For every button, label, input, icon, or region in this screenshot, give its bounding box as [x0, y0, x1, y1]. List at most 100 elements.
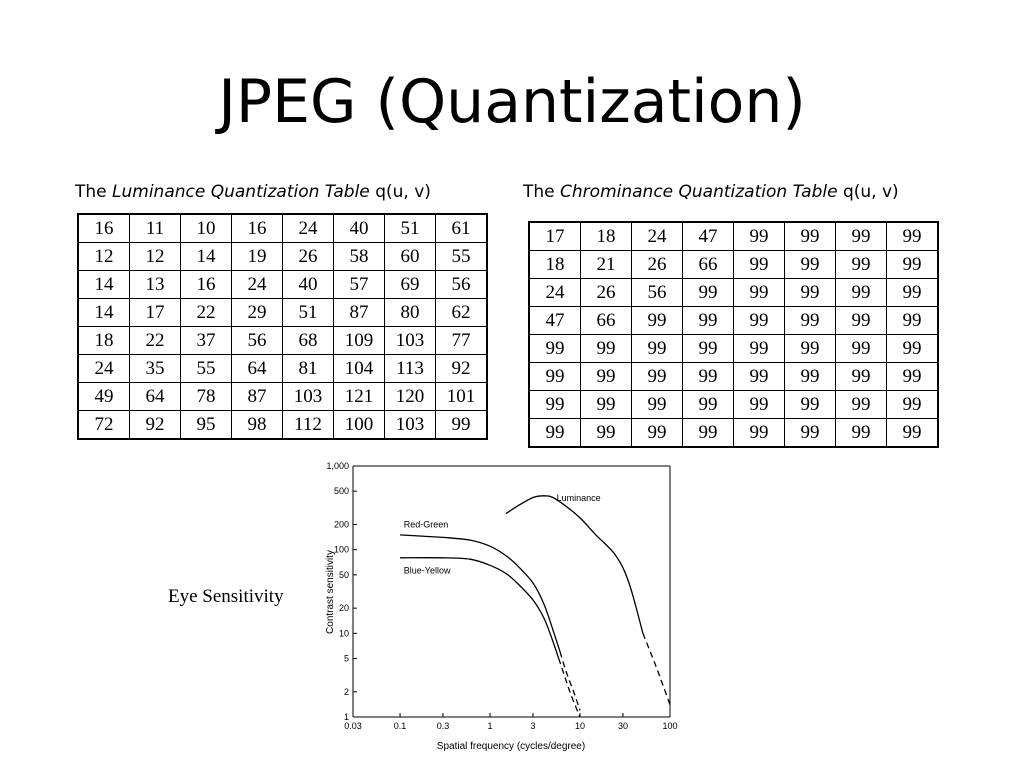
x-tick-label: 10: [575, 721, 585, 731]
luminance-table-caption: The Luminance Quantization Table q(u, v): [75, 182, 431, 202]
chrominance-table-row: 99 99 99 99 99 99 99 99: [528, 334, 939, 363]
slide-title: JPEG (Quantization): [218, 67, 806, 137]
luminance-table-cell: 19: [231, 242, 283, 271]
luminance-table-cell: 49: [77, 382, 130, 411]
luminance-table-cell: 99: [435, 410, 488, 440]
series-luminance-line: [505, 495, 644, 634]
luminance-table-cell: 18: [77, 326, 130, 355]
luminance-caption-prefix: The: [75, 182, 107, 202]
chrominance-table-cell: 99: [580, 334, 632, 363]
chrominance-table-cell: 18: [580, 221, 632, 251]
chrominance-table-cell: 99: [784, 334, 836, 363]
series-red-green-label: Red-Green: [404, 519, 449, 529]
luminance-table-cell: 29: [231, 298, 283, 327]
chrominance-table-cell: 99: [784, 390, 836, 419]
y-axis-label: Contrast sensitivity: [325, 550, 336, 634]
chrominance-caption-name: Chrominance Quantization Table: [560, 182, 838, 202]
luminance-table-cell: 40: [282, 270, 334, 299]
chrominance-table-cell: 99: [835, 221, 887, 251]
luminance-table-cell: 92: [435, 354, 488, 383]
chrominance-table-cell: 99: [580, 362, 632, 391]
luminance-table-row: 49 64 78 87 103 121 120 101: [77, 382, 488, 411]
luminance-table-cell: 35: [129, 354, 181, 383]
luminance-table-cell: 56: [435, 270, 488, 299]
chrominance-table-cell: 56: [631, 278, 683, 307]
luminance-table-cell: 57: [333, 270, 385, 299]
luminance-table-cell: 100: [333, 410, 385, 440]
series-luminance-dashed-extension: [642, 633, 671, 706]
luminance-table-cell: 61: [435, 213, 488, 243]
chrominance-table-cell: 26: [580, 278, 632, 307]
chrominance-table-row: 47 66 99 99 99 99 99 99: [528, 306, 939, 335]
chrominance-table-cell: 99: [784, 221, 836, 251]
luminance-table-row: 18 22 37 56 68 109 103 77: [77, 326, 488, 355]
chrominance-table-cell: 99: [835, 362, 887, 391]
chrominance-table-cell: 99: [784, 306, 836, 335]
luminance-table-cell: 121: [333, 382, 385, 411]
luminance-table-row: 14 17 22 29 51 87 80 62: [77, 298, 488, 327]
chrominance-table-row: 18 21 26 66 99 99 99 99: [528, 250, 939, 279]
luminance-table-cell: 10: [180, 213, 232, 243]
luminance-table-cell: 12: [77, 242, 130, 271]
y-tick-label: 5: [344, 654, 349, 664]
luminance-table-cell: 92: [129, 410, 181, 440]
luminance-table-cell: 62: [435, 298, 488, 327]
chrominance-table-cell: 99: [733, 250, 785, 279]
chrominance-table-cell: 99: [784, 418, 836, 448]
chrominance-table-cell: 99: [886, 362, 939, 391]
luminance-table-cell: 51: [282, 298, 334, 327]
chrominance-table-cell: 99: [886, 278, 939, 307]
chrominance-table-cell: 24: [631, 221, 683, 251]
chrominance-table-row: 99 99 99 99 99 99 99 99: [528, 390, 939, 419]
luminance-table-cell: 37: [180, 326, 232, 355]
chrominance-table-cell: 99: [886, 418, 939, 448]
series-luminance-label: Luminance: [557, 493, 601, 503]
chrominance-table-cell: 99: [733, 362, 785, 391]
luminance-table-cell: 58: [333, 242, 385, 271]
luminance-table-cell: 16: [77, 213, 130, 243]
chrominance-table-cell: 99: [682, 306, 734, 335]
chrominance-table-cell: 99: [835, 250, 887, 279]
luminance-table-cell: 80: [384, 298, 436, 327]
chrominance-table-cell: 99: [580, 418, 632, 448]
chrominance-table-cell: 99: [835, 390, 887, 419]
series-blue-yellow-label: Blue-Yellow: [404, 565, 451, 575]
chrominance-table-cell: 99: [528, 362, 581, 391]
chrominance-table-row: 99 99 99 99 99 99 99 99: [528, 418, 939, 448]
x-tick-label: 0.3: [437, 721, 450, 731]
chrominance-table-cell: 99: [631, 390, 683, 419]
chrominance-table-cell: 99: [631, 334, 683, 363]
chrominance-table-cell: 99: [631, 418, 683, 448]
luminance-table-cell: 69: [384, 270, 436, 299]
chrominance-table-cell: 99: [835, 334, 887, 363]
luminance-table-cell: 13: [129, 270, 181, 299]
luminance-table-cell: 77: [435, 326, 488, 355]
luminance-table-cell: 22: [180, 298, 232, 327]
luminance-quantization-table: 16 11 10 16 24 40 51 61 12 12 14 19 26 58 60 55 14 13 16 24…: [77, 213, 488, 440]
chrominance-table-cell: 99: [682, 362, 734, 391]
chrominance-table-cell: 99: [733, 306, 785, 335]
luminance-table-cell: 104: [333, 354, 385, 383]
luminance-caption-name: Luminance Quantization Table: [112, 182, 370, 202]
chrominance-table-cell: 99: [733, 278, 785, 307]
chrominance-table-cell: 99: [682, 418, 734, 448]
luminance-table-cell: 112: [282, 410, 334, 440]
luminance-table-cell: 103: [384, 326, 436, 355]
chrominance-table-cell: 99: [886, 334, 939, 363]
luminance-table-cell: 64: [129, 382, 181, 411]
chrominance-table-cell: 99: [528, 334, 581, 363]
luminance-table-cell: 109: [333, 326, 385, 355]
luminance-table-row: 14 13 16 24 40 57 69 56: [77, 270, 488, 299]
luminance-table-cell: 55: [180, 354, 232, 383]
x-tick-label: 30: [618, 721, 628, 731]
luminance-table-cell: 14: [180, 242, 232, 271]
chrominance-table-cell: 99: [682, 278, 734, 307]
chrominance-table-cell: 99: [631, 306, 683, 335]
luminance-table-cell: 87: [333, 298, 385, 327]
chrominance-table-cell: 99: [886, 221, 939, 251]
contrast-sensitivity-chart: 0.03 0.1 0.3 1 3 10 30 100 1 2 5 10 20 50 100 200 500 1,0…: [325, 461, 678, 752]
chrominance-table-cell: 99: [886, 250, 939, 279]
chrominance-table-cell: 24: [528, 278, 581, 307]
x-tick-label: 1: [488, 721, 493, 731]
